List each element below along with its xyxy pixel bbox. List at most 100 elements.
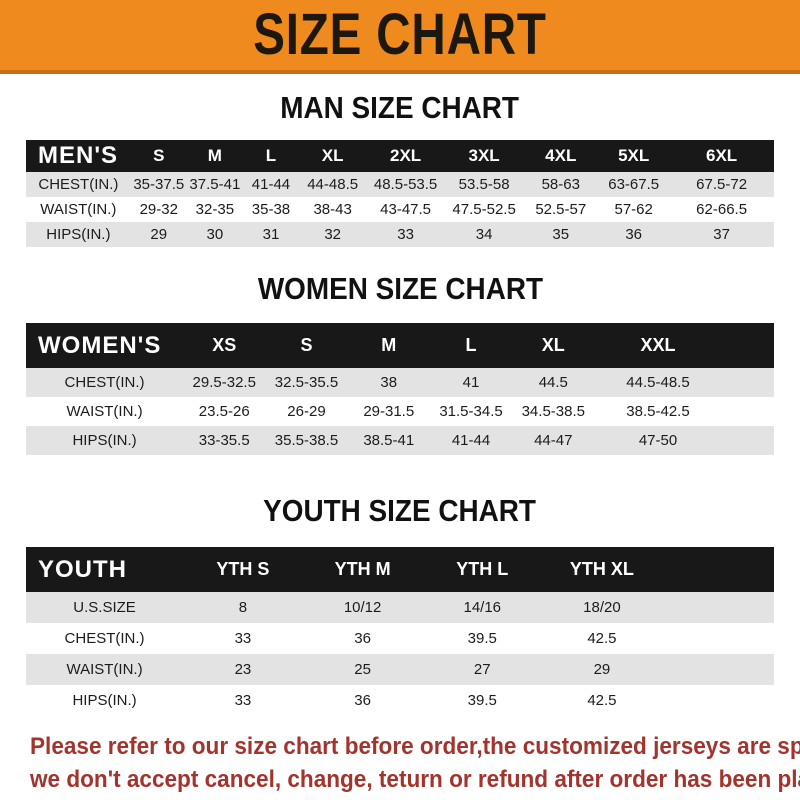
table-row: WAIST(IN.) 23 25 27 29 [26, 654, 774, 685]
size-value: 35 [552, 226, 570, 243]
size-value: 31 [262, 226, 280, 243]
size-value: 33-35.5 [198, 432, 250, 449]
table-row: WAIST(IN.) 29-32 32-35 35-38 38-43 43-47.5 47.… [26, 197, 774, 222]
size-value: 41-44 [451, 432, 491, 449]
row-label: HIPS(IN.) [46, 226, 111, 243]
size-column-header: YTH S [216, 559, 270, 579]
size-value: 37 [713, 226, 730, 243]
table-row: WAIST(IN.) 23.5-26 26-29 29-31.5 31.5-34.5 34… [26, 397, 774, 426]
size-value: 48.5-53.5 [373, 176, 438, 193]
size-value: 38-43 [313, 201, 352, 218]
size-value: 23 [234, 661, 252, 678]
row-label: HIPS(IN.) [72, 432, 137, 449]
size-table: MEN'S S M L XL 2XL 3XL 4XL 5XL 6XL CHEST(IN.) 35-37… [26, 140, 774, 247]
size-value: 41 [462, 374, 480, 391]
size-column-header: M [381, 335, 397, 355]
size-value: 47.5-52.5 [452, 201, 516, 218]
size-value: 32.5-35.5 [274, 374, 339, 391]
size-value: 33 [234, 630, 252, 647]
table-row: CHEST(IN.) 33 36 39.5 42.5 [26, 623, 774, 654]
size-value: 63-67.5 [608, 176, 660, 193]
table-row: CHEST(IN.) 29.5-32.5 32.5-35.5 38 41 44.5 44.5… [26, 368, 774, 397]
size-column-header: L [265, 146, 277, 165]
table-row: CHEST(IN.) 35-37.5 37.5-41 41-44 44-48.5 48.5… [26, 172, 774, 197]
size-column-header: 4XL [545, 146, 577, 165]
size-value: 29-32 [139, 201, 178, 218]
table-row: HIPS(IN.) 29 30 31 32 33 34 35 36 37 [26, 222, 774, 247]
section-heading-text: YOUTH SIZE CHART [263, 493, 537, 528]
size-value: 36 [354, 692, 371, 709]
size-value: 58-63 [541, 176, 580, 193]
size-column-header: YTH L [456, 559, 509, 579]
table-header-row: YOUTH YTH S YTH M YTH L YTH XL [26, 547, 774, 592]
size-column-header: XL [321, 146, 344, 165]
table-row: U.S.SIZE 8 10/12 14/16 18/20 [26, 592, 774, 623]
size-column-header: 3XL [468, 146, 500, 165]
size-value: 36 [625, 226, 643, 243]
size-column-header: YTH XL [569, 559, 634, 579]
row-label: CHEST(IN.) [38, 176, 119, 193]
size-value: 33 [234, 692, 252, 709]
size-value: 33 [397, 226, 414, 243]
sections-container: MAN SIZE CHART MEN'S S M L XL 2XL 3XL 4XL 5XL 6XL C… [0, 74, 800, 716]
header-filler-cell [662, 547, 774, 592]
disclaimer: Please refer to our size chart before or… [30, 730, 800, 796]
size-value: 42.5 [587, 692, 617, 709]
row-filler-cell [662, 623, 774, 654]
table-row: HIPS(IN.) 33-35.5 35.5-38.5 38.5-41 41-44 44-… [26, 426, 774, 455]
size-value: 23.5-26 [198, 403, 250, 420]
row-label: U.S.SIZE [73, 599, 136, 616]
size-value: 29 [150, 226, 168, 243]
disclaimer-line-1: Please refer to our size chart before or… [30, 733, 800, 760]
size-value: 32-35 [195, 201, 235, 218]
section-heading-text: MAN SIZE CHART [280, 90, 520, 125]
row-filler-cell [662, 685, 774, 716]
size-value: 25 [354, 661, 371, 678]
size-chart-banner: SIZE CHART [0, 0, 800, 74]
row-label: HIPS(IN.) [72, 692, 137, 709]
row-filler-cell [722, 426, 774, 455]
size-value: 41-44 [251, 176, 291, 193]
size-value: 39.5 [467, 692, 497, 709]
size-column-header: S [300, 335, 313, 355]
size-column-header: 6XL [706, 146, 738, 165]
size-value: 57-62 [614, 201, 653, 218]
table-header-row: MEN'S S M L XL 2XL 3XL 4XL 5XL 6XL [26, 140, 774, 172]
table-corner-label: WOMEN'S [38, 331, 162, 359]
size-value: 38.5-41 [363, 432, 415, 449]
size-column-header: 2XL [389, 146, 422, 165]
size-value: 43-47.5 [380, 201, 432, 218]
row-label: WAIST(IN.) [66, 661, 143, 678]
section-heading-text: WOMEN SIZE CHART [257, 271, 543, 306]
table-header-row: WOMEN'S XS S M L XL XXL [26, 323, 774, 368]
header-filler-cell [722, 323, 774, 368]
size-value: 67.5-72 [696, 176, 748, 193]
size-value: 32 [324, 226, 341, 243]
size-value: 18/20 [583, 599, 621, 616]
size-value: 44-48.5 [307, 176, 359, 193]
size-value: 44.5 [538, 374, 568, 391]
size-column-header: XS [212, 335, 237, 355]
row-label: WAIST(IN.) [40, 201, 117, 218]
size-column-header: L [465, 335, 477, 355]
size-value: 29-31.5 [363, 403, 415, 420]
row-filler-cell [662, 654, 774, 685]
table-corner-label: YOUTH [38, 555, 127, 583]
size-column-header: S [153, 146, 165, 165]
disclaimer-line-2: we don't accept cancel, change, teturn o… [30, 766, 800, 793]
size-value: 44-47 [534, 432, 573, 449]
row-filler-cell [662, 592, 774, 623]
section-heading: YOUTH SIZE CHART [0, 455, 800, 547]
size-table: WOMEN'S XS S M L XL XXL CHEST(IN.) 29.5-32.5 32.5… [26, 323, 774, 455]
row-filler-cell [722, 397, 774, 426]
size-column-header: XXL [640, 335, 676, 355]
size-value: 53.5-58 [458, 176, 510, 193]
size-value: 38 [380, 374, 398, 391]
size-value: 42.5 [587, 630, 617, 647]
row-label: CHEST(IN.) [64, 630, 145, 647]
table-corner-label: MEN'S [38, 142, 119, 169]
size-value: 36 [354, 630, 371, 647]
size-column-header: M [207, 146, 222, 165]
row-label: CHEST(IN.) [64, 374, 145, 391]
size-value: 14/16 [463, 599, 502, 616]
